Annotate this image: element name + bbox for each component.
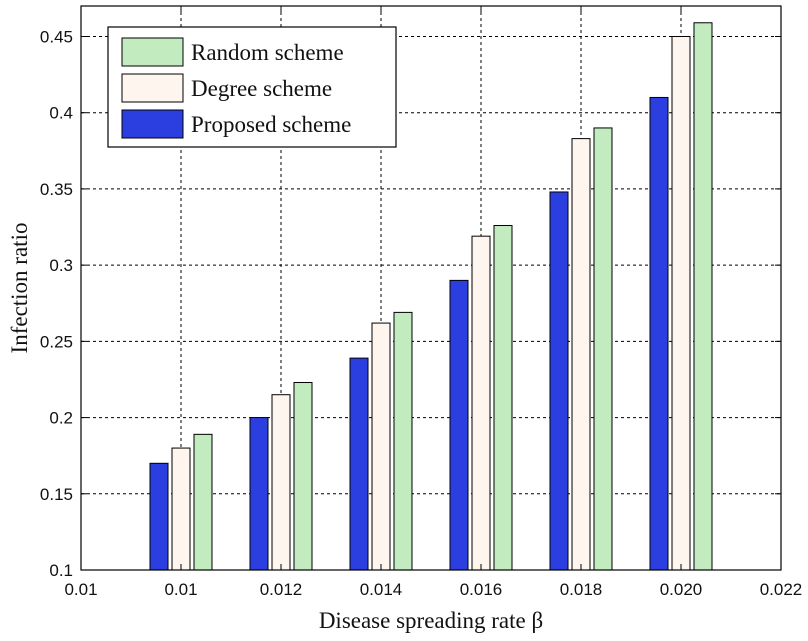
bar-degree-scheme [471,235,491,571]
bar-proposed-scheme [149,462,169,571]
y-tick-label: 0.35 [40,180,73,199]
x-tick-label: 0.018 [560,580,603,599]
y-tick-label: 0.25 [40,332,73,351]
bar-proposed-scheme [549,191,569,571]
x-tick-label: 0.020 [660,580,703,599]
legend-label: Random scheme [191,40,344,65]
bar-random-scheme [393,311,413,571]
x-tick-label: 0.012 [260,580,303,599]
bar-proposed-scheme [449,279,469,571]
y-tick-label: 0.3 [49,256,73,275]
y-tick-label: 0.45 [40,27,73,46]
legend-swatch [121,73,184,103]
bar-degree-scheme [271,394,291,571]
bar-random-scheme [293,382,313,571]
bar-proposed-scheme [349,357,369,571]
bar-random-scheme [693,22,713,571]
y-tick-label: 0.15 [40,485,73,504]
x-tick-label: 0.022 [760,580,803,599]
bar-degree-scheme [571,138,591,571]
legend-label: Degree scheme [191,76,332,101]
axis-ticks: 0.1 0.15 0.2 0.25 0.3 0.35 0.4 0.45 0.01 0.01 0.01… [40,6,802,599]
bar-proposed-scheme [649,96,669,571]
bar-random-scheme [193,433,213,571]
x-tick-label: 0.016 [460,580,503,599]
bar-random-scheme [493,225,513,571]
y-tick-label: 0.1 [49,561,73,580]
legend-swatch [121,37,184,67]
legend: Random scheme Degree scheme Proposed schem… [107,26,397,148]
bar-proposed-scheme [249,417,269,571]
bar-random-scheme [593,127,613,571]
x-tick-label: 0.01 [64,580,97,599]
bar-degree-scheme [371,322,391,571]
legend-swatch [121,109,184,139]
plot-frame [80,5,782,571]
bar-degree-scheme [171,447,191,571]
x-tick-label: 0.01 [164,580,197,599]
x-axis-label: Disease spreading rate β [319,608,543,633]
x-tick-label: 0.014 [360,580,403,599]
y-tick-label: 0.2 [49,409,73,428]
y-axis-label: Infection ratio [7,223,32,354]
bar-degree-scheme [671,35,691,571]
legend-label: Proposed scheme [191,112,351,137]
y-tick-label: 0.4 [49,104,73,123]
